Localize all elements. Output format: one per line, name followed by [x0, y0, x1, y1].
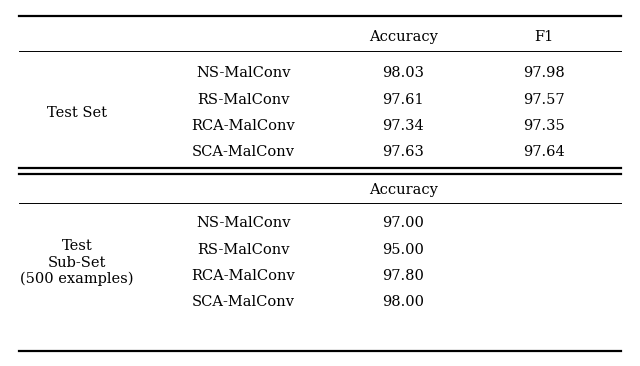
Text: 97.00: 97.00	[382, 216, 424, 230]
Text: 97.63: 97.63	[382, 145, 424, 159]
Text: NS-MalConv: NS-MalConv	[196, 66, 291, 80]
Text: SCA-MalConv: SCA-MalConv	[192, 295, 294, 309]
Text: RS-MalConv: RS-MalConv	[197, 243, 289, 257]
Text: 95.00: 95.00	[382, 243, 424, 257]
Text: RCA-MalConv: RCA-MalConv	[191, 269, 295, 283]
Text: 97.61: 97.61	[382, 93, 424, 107]
Text: Accuracy: Accuracy	[369, 183, 438, 197]
Text: RCA-MalConv: RCA-MalConv	[191, 119, 295, 133]
Text: 97.57: 97.57	[523, 93, 565, 107]
Text: Test
Sub-Set
(500 examples): Test Sub-Set (500 examples)	[20, 239, 134, 286]
Text: 97.98: 97.98	[523, 66, 565, 80]
Text: 98.03: 98.03	[382, 66, 424, 80]
Text: 97.35: 97.35	[523, 119, 565, 133]
Text: 97.34: 97.34	[382, 119, 424, 133]
Text: 97.64: 97.64	[523, 145, 565, 159]
Text: NS-MalConv: NS-MalConv	[196, 216, 291, 230]
Text: Accuracy: Accuracy	[369, 30, 438, 44]
Text: SCA-MalConv: SCA-MalConv	[192, 145, 294, 159]
Text: 97.80: 97.80	[382, 269, 424, 283]
Text: F1: F1	[534, 30, 554, 44]
Text: 98.00: 98.00	[382, 295, 424, 309]
Text: Test Set: Test Set	[47, 106, 107, 120]
Text: RS-MalConv: RS-MalConv	[197, 93, 289, 107]
